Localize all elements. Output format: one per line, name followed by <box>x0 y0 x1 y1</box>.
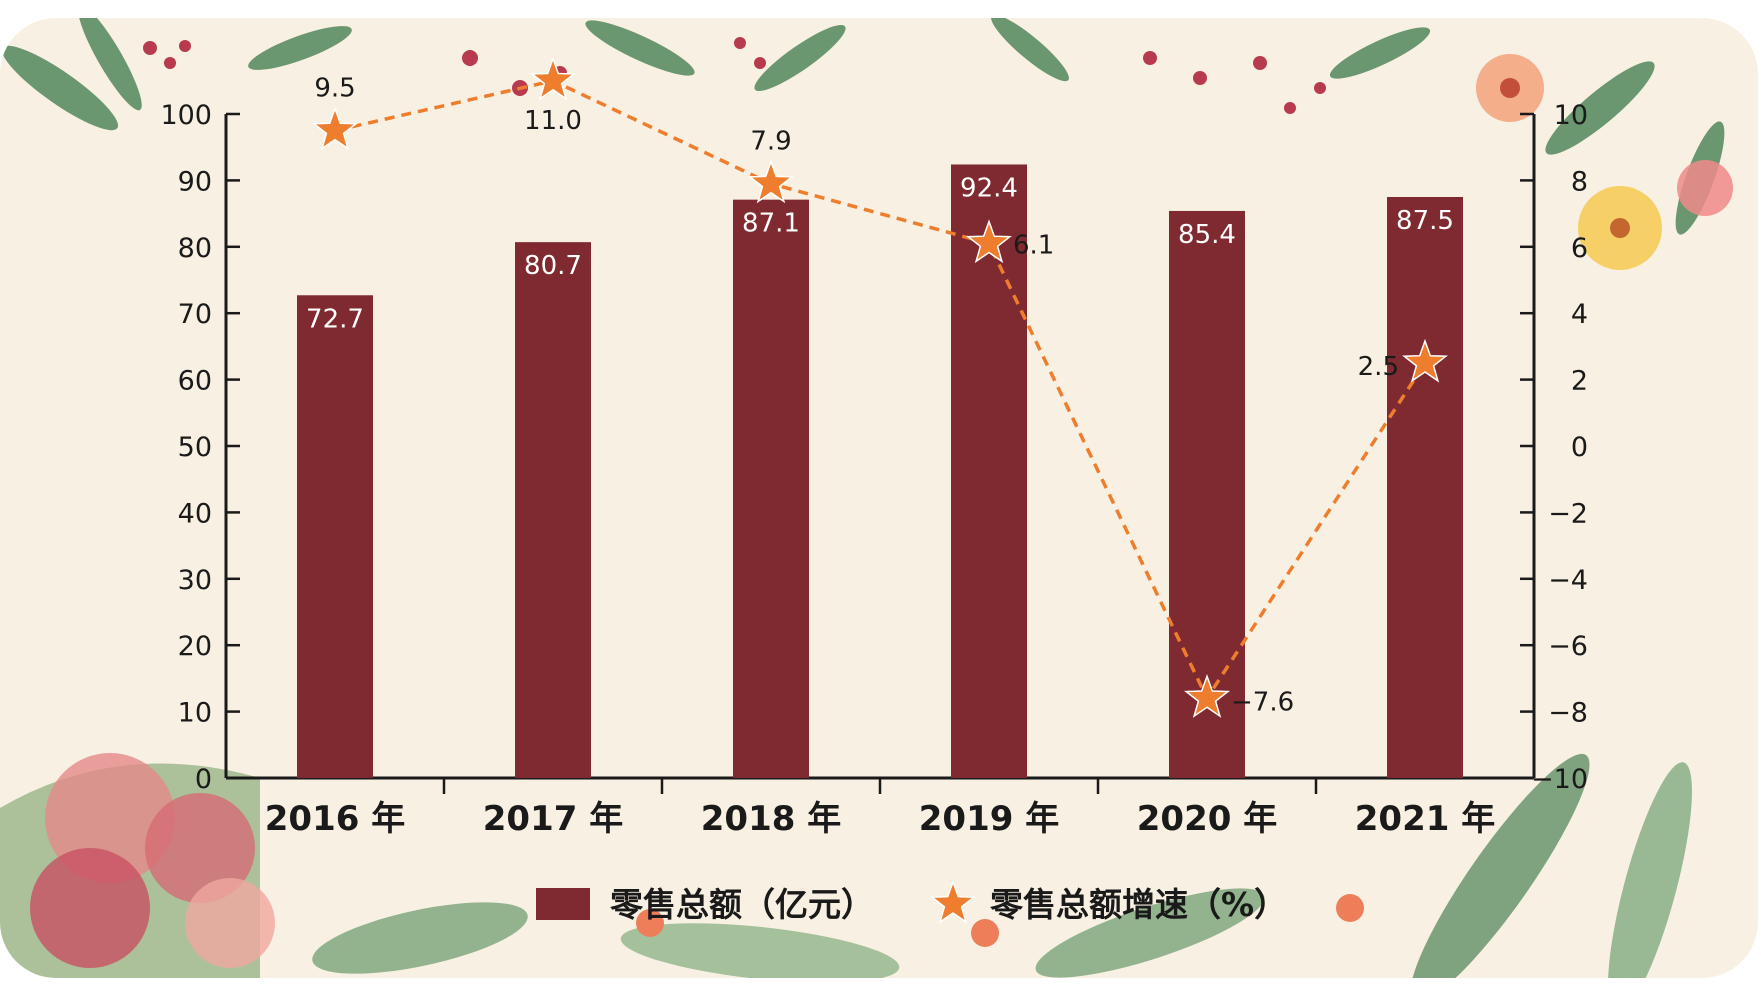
right-axis-ticks: −10 −8 −6 −4 −2 0 2 4 6 8 10 <box>1520 100 1588 795</box>
legend: 零售总额（亿元） 零售总额增速（%） <box>536 879 1287 924</box>
left-tick-label: 30 <box>178 565 212 596</box>
bar-value-label: 80.7 <box>524 251 582 281</box>
x-category-label: 2021 年 <box>1355 799 1495 839</box>
left-tick-label: 70 <box>178 299 212 330</box>
left-axis-ticks: 0 10 20 30 40 50 60 70 80 90 100 <box>160 100 240 795</box>
bar <box>1387 197 1463 778</box>
chart-card: 0 10 20 30 40 50 60 70 80 90 100 −10 −8 −6 −4 −2 0 2 4 6 8 1… <box>0 18 1758 978</box>
retail-chart: 0 10 20 30 40 50 60 70 80 90 100 −10 −8 −6 −4 −2 0 2 4 6 8 1… <box>0 18 1733 978</box>
bar <box>515 242 591 779</box>
left-tick-label: 0 <box>195 764 212 795</box>
bottom-foliage <box>0 753 1692 978</box>
growth-point-star <box>748 159 794 204</box>
right-tick-label: −4 <box>1548 565 1588 596</box>
x-category-label: 2018 年 <box>701 799 841 839</box>
bar <box>297 295 373 778</box>
growth-line-series: 9.5 11.0 7.9 6.1 −7.6 2.5 <box>312 56 1448 718</box>
right-tick-label: −6 <box>1548 631 1588 662</box>
growth-value-label: 7.9 <box>750 127 791 157</box>
growth-point-star <box>1184 674 1230 718</box>
legend-star-icon <box>930 879 976 924</box>
growth-point-star <box>1402 338 1448 383</box>
left-tick-label: 80 <box>178 233 212 264</box>
bar-value-label: 87.1 <box>742 209 800 239</box>
right-tick-label: −8 <box>1548 698 1588 729</box>
left-tick-label: 90 <box>178 166 212 197</box>
x-category-label: 2020 年 <box>1137 799 1277 839</box>
right-tick-label: 8 <box>1571 166 1588 197</box>
x-category-label: 2017 年 <box>483 799 623 839</box>
left-tick-label: 40 <box>178 498 212 529</box>
right-tick-label: 10 <box>1554 100 1588 131</box>
decorative-foliage <box>0 18 1733 978</box>
left-tick-label: 50 <box>178 432 212 463</box>
legend-line-label: 零售总额增速（%） <box>990 885 1287 924</box>
bar-series: 72.7 80.7 87.1 92.4 85.4 87.5 <box>297 164 1463 779</box>
growth-value-label: −7.6 <box>1231 687 1294 717</box>
bar-value-label: 72.7 <box>306 304 364 334</box>
right-tick-label: −2 <box>1548 498 1588 529</box>
leaf-icon <box>1 18 1725 235</box>
growth-value-label: 2.5 <box>1358 352 1399 382</box>
left-tick-label: 60 <box>178 366 212 397</box>
left-tick-label: 20 <box>178 631 212 662</box>
bar <box>733 199 809 778</box>
right-tick-label: 4 <box>1571 299 1588 330</box>
flower-icon <box>1476 54 1733 270</box>
growth-line <box>334 78 1427 702</box>
growth-point-star <box>312 106 358 151</box>
growth-point-star <box>966 219 1012 264</box>
bar-value-label: 85.4 <box>1178 220 1236 250</box>
right-tick-label: 6 <box>1571 233 1588 264</box>
bar <box>951 164 1027 779</box>
growth-value-label: 9.5 <box>314 74 355 104</box>
left-tick-label: 100 <box>160 100 212 131</box>
legend-bar-swatch <box>536 888 590 920</box>
growth-value-label: 11.0 <box>524 106 582 136</box>
bar-value-label: 87.5 <box>1396 206 1454 236</box>
right-tick-label: −10 <box>1531 764 1588 795</box>
left-tick-label: 10 <box>178 698 212 729</box>
x-axis-ticks: 2016 年 2017 年 2018 年 2019 年 2020 年 2021 年 <box>265 778 1495 839</box>
legend-bar-label: 零售总额（亿元） <box>610 885 874 924</box>
x-category-label: 2016 年 <box>265 799 405 839</box>
x-category-label: 2019 年 <box>919 799 1059 839</box>
right-tick-label: 0 <box>1571 432 1588 463</box>
bar-value-label: 92.4 <box>960 173 1018 203</box>
growth-value-label: 6.1 <box>1013 230 1054 260</box>
growth-point-star <box>530 56 576 101</box>
right-tick-label: 2 <box>1571 366 1588 397</box>
